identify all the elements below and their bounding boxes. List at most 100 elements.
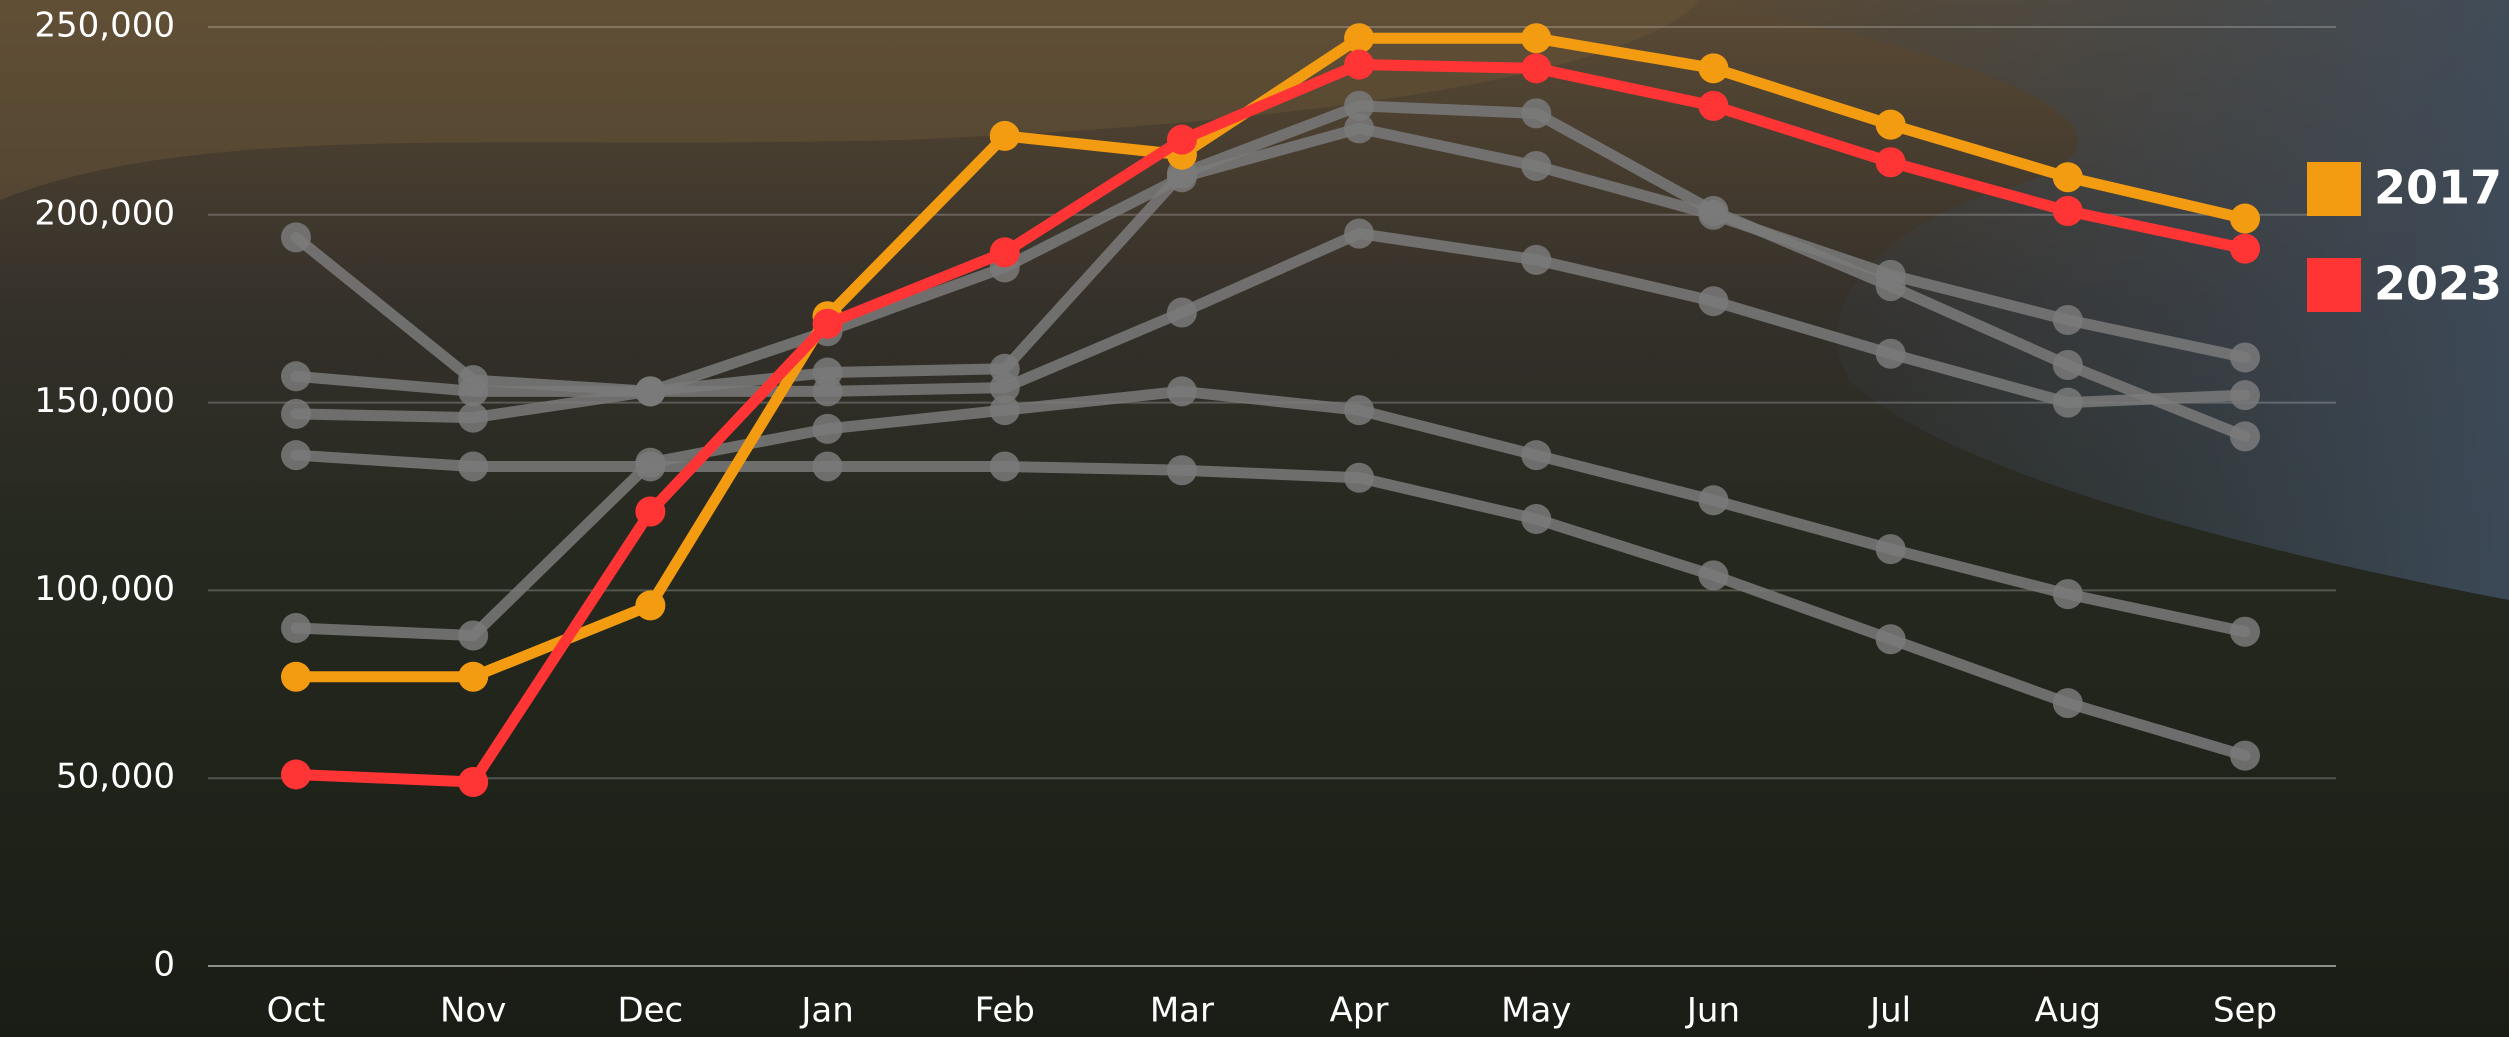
series-marker <box>1875 259 1906 290</box>
series-marker <box>2052 196 2083 227</box>
series-marker <box>1344 218 1375 249</box>
series-marker <box>2230 740 2260 771</box>
series-line <box>290 449 2251 762</box>
legend-label: 2017 <box>2374 161 2502 215</box>
series-marker <box>635 496 666 527</box>
series-marker <box>2052 162 2083 193</box>
series-marker <box>1166 376 1197 407</box>
series-marker <box>1521 23 1552 54</box>
x-tick-label: Nov <box>440 991 506 1031</box>
series-marker <box>1875 109 1906 140</box>
x-tick-label: Jul <box>1868 991 1911 1031</box>
series-marker <box>281 612 311 643</box>
y-tick-label: 200,000 <box>34 193 175 233</box>
background-hill <box>0 0 1700 200</box>
x-tick-label: Apr <box>1330 991 1389 1031</box>
series-marker <box>458 376 489 407</box>
series-marker <box>1698 199 1729 230</box>
series-marker <box>458 620 489 651</box>
series-marker <box>2230 342 2260 373</box>
series-marker <box>2052 387 2083 418</box>
y-tick-label: 100,000 <box>34 569 175 609</box>
x-tick-label: Feb <box>975 991 1035 1031</box>
series-marker <box>1521 98 1552 129</box>
series-marker <box>1875 147 1906 178</box>
series-marker <box>1698 53 1729 84</box>
series-marker <box>1521 150 1552 181</box>
x-tick-label: Jun <box>1685 991 1740 1031</box>
series-marker <box>1521 440 1552 471</box>
series-marker <box>812 308 843 339</box>
x-tick-label: Mar <box>1150 991 1214 1031</box>
series-marker <box>2052 688 2083 719</box>
series-marker <box>2052 579 2083 610</box>
series-marker <box>1698 286 1729 317</box>
background-water <box>1700 0 2509 600</box>
series-marker <box>1875 338 1906 369</box>
series-marker <box>1521 244 1552 275</box>
series-marker <box>1521 504 1552 535</box>
series-marker <box>1166 297 1197 328</box>
series-marker <box>2230 203 2260 234</box>
x-tick-label: Sep <box>2213 991 2277 1031</box>
series-marker <box>2230 421 2260 452</box>
y-tick-label: 250,000 <box>34 6 175 46</box>
series-line <box>290 385 2251 641</box>
legend-swatch <box>2307 162 2361 216</box>
x-tick-label: Dec <box>617 991 683 1031</box>
legend-label: 2023 <box>2374 257 2502 311</box>
series-marker <box>989 120 1020 151</box>
series-marker <box>989 451 1020 482</box>
series-marker <box>1344 90 1375 121</box>
series-marker <box>812 451 843 482</box>
series-marker <box>458 402 489 433</box>
series-marker <box>1875 534 1906 565</box>
series-marker <box>2230 380 2260 411</box>
series-marker <box>281 361 311 392</box>
series-marker <box>458 766 489 797</box>
series-marker <box>2052 304 2083 335</box>
series-marker <box>635 590 666 621</box>
series-marker <box>458 661 489 692</box>
series-marker <box>1344 23 1375 54</box>
series-marker <box>1875 624 1906 655</box>
series-marker <box>1698 560 1729 591</box>
series-marker <box>281 759 311 790</box>
series-marker <box>281 398 311 429</box>
series-line <box>290 59 2251 788</box>
y-tick-label: 50,000 <box>56 757 175 797</box>
series-marker <box>1166 162 1197 193</box>
series-marker <box>1344 113 1375 144</box>
series-marker <box>1344 462 1375 493</box>
series-marker <box>635 376 666 407</box>
series-marker <box>281 440 311 471</box>
series-marker <box>1166 455 1197 486</box>
series-marker <box>989 395 1020 426</box>
series-marker <box>2052 350 2083 381</box>
series-marker <box>281 661 311 692</box>
y-tick-label: 150,000 <box>34 381 175 421</box>
series-marker <box>989 372 1020 403</box>
series-marker <box>989 237 1020 268</box>
legend-swatch <box>2307 258 2361 312</box>
series-marker <box>1166 124 1197 155</box>
series-marker <box>1344 395 1375 426</box>
series-marker <box>635 451 666 482</box>
series-marker <box>281 222 311 253</box>
series-marker <box>2230 233 2260 264</box>
series-marker <box>1344 49 1375 80</box>
x-tick-label: Aug <box>2035 991 2101 1031</box>
series-marker <box>1521 53 1552 84</box>
x-tick-label: May <box>1501 991 1571 1031</box>
series-marker <box>1698 485 1729 516</box>
x-tick-label: Jan <box>799 991 853 1031</box>
x-tick-label: Oct <box>267 991 326 1031</box>
series-marker <box>1698 90 1729 121</box>
series-marker <box>2230 616 2260 647</box>
series-marker <box>812 376 843 407</box>
series-marker <box>812 413 843 444</box>
series-line <box>290 228 2251 424</box>
series-marker <box>458 451 489 482</box>
y-tick-label: 0 <box>153 945 175 985</box>
